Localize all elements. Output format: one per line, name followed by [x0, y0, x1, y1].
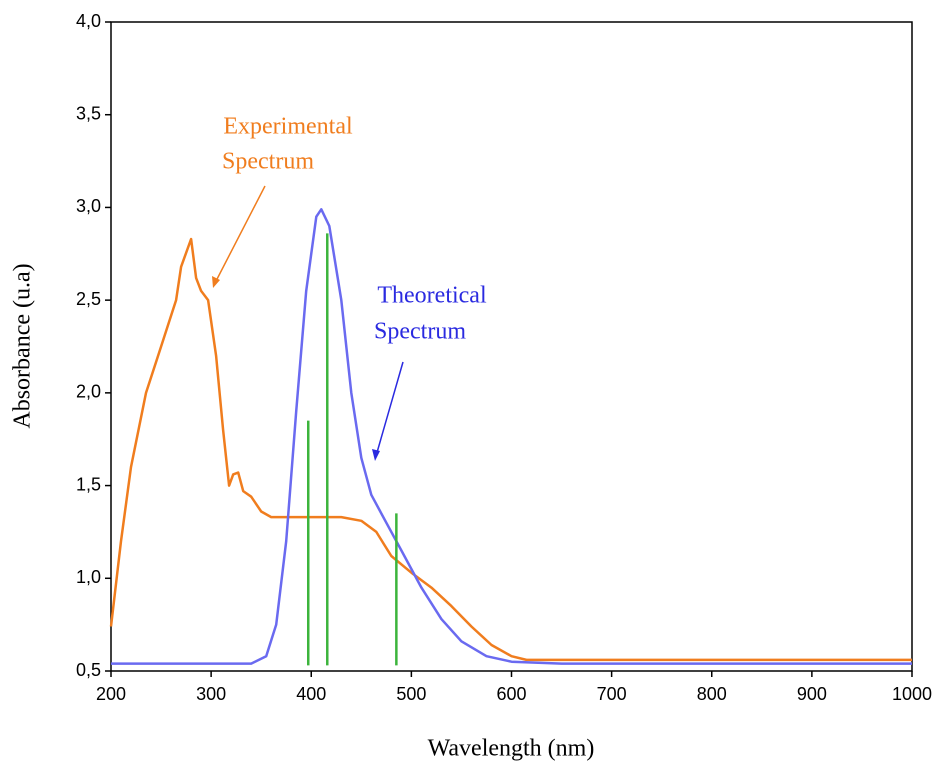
y-tick-label: 4,0	[76, 11, 101, 31]
y-tick-label: 1,5	[76, 474, 101, 494]
x-tick-label: 300	[196, 684, 226, 704]
x-tick-label: 900	[797, 684, 827, 704]
annotation: Spectrum	[222, 149, 314, 175]
x-tick-label: 400	[296, 684, 326, 704]
x-tick-label: 500	[396, 684, 426, 704]
annotation: Experimental	[223, 114, 353, 140]
y-tick-label: 2,5	[76, 289, 101, 309]
arrow-head	[372, 449, 380, 461]
x-tick-label: 600	[496, 684, 526, 704]
x-axis-title: Wavelength (nm)	[428, 736, 595, 762]
y-tick-label: 0,5	[76, 660, 101, 680]
y-axis-title: Absorbance (u.a)	[10, 263, 36, 428]
arrow	[375, 361, 404, 457]
x-tick-label: 1000	[892, 684, 932, 704]
y-tick-label: 3,5	[76, 103, 101, 123]
x-tick-label: 700	[597, 684, 627, 704]
annotation: Theoretical	[377, 283, 487, 309]
arrow-head	[212, 276, 220, 288]
y-tick-label: 2,0	[76, 382, 101, 402]
spectrum-line	[111, 208, 912, 665]
x-tick-label: 200	[96, 684, 126, 704]
annotation: Spectrum	[374, 319, 466, 345]
arrow	[214, 185, 266, 284]
y-tick-label: 3,0	[76, 196, 101, 216]
x-tick-label: 800	[697, 684, 727, 704]
annotation-arrows	[212, 185, 404, 461]
spectrum-line	[109, 237, 912, 662]
y-tick-label: 1,0	[76, 567, 101, 587]
